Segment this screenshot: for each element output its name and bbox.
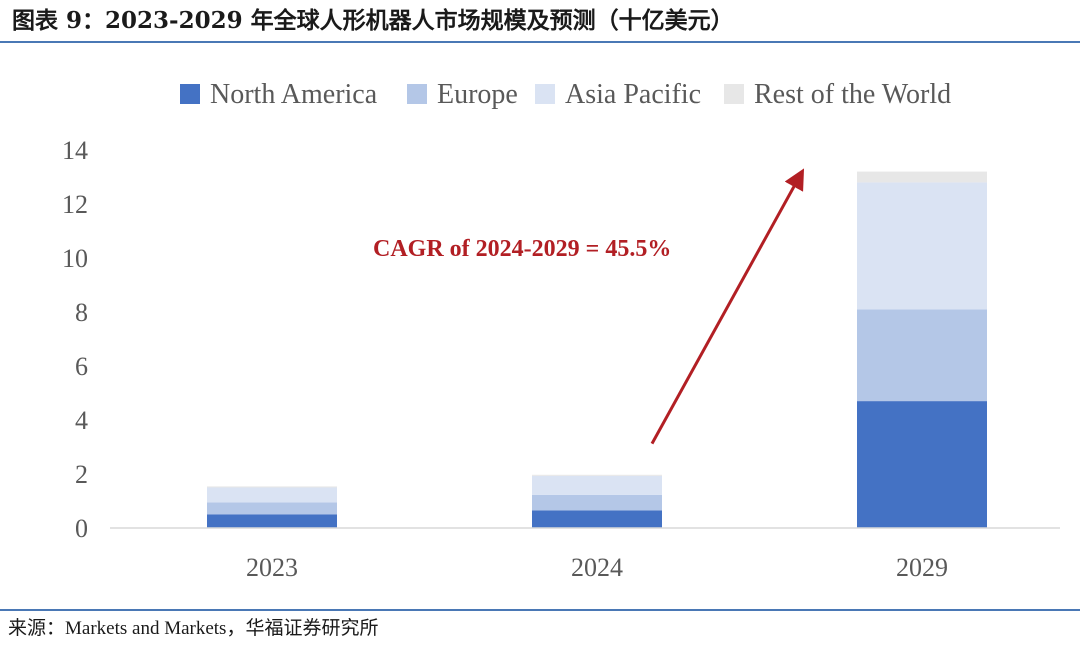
legend-swatch <box>724 84 744 104</box>
legend-label: Europe <box>437 79 518 110</box>
y-tick-label: 14 <box>62 136 88 165</box>
title-divider <box>0 41 1080 43</box>
x-tick-label: 2023 <box>246 553 298 582</box>
legend-swatch <box>407 84 427 104</box>
x-tick-label: 2029 <box>896 553 948 582</box>
legend-label: North America <box>210 79 378 110</box>
y-tick-label: 8 <box>75 298 88 327</box>
cagr-arrow <box>650 168 805 445</box>
legend-label: Asia Pacific <box>565 79 701 110</box>
legend-swatch <box>180 84 200 104</box>
bar-segment <box>207 502 337 515</box>
y-tick-label: 12 <box>62 190 88 219</box>
y-tick-label: 0 <box>75 514 88 543</box>
source-divider <box>0 609 1080 611</box>
bar-segment <box>532 474 662 476</box>
bar-segment <box>207 514 337 528</box>
y-tick-label: 6 <box>75 352 88 381</box>
bar-segment <box>532 510 662 528</box>
bar-segment <box>532 475 662 495</box>
bar-segment <box>857 182 987 310</box>
legend-label: Rest of the World <box>754 79 951 110</box>
y-tick-label: 4 <box>75 406 88 435</box>
bar-segment <box>857 401 987 528</box>
bar-segment <box>207 487 337 503</box>
bar-segment <box>532 494 662 511</box>
x-tick-label: 2024 <box>571 553 623 582</box>
figure-title: 图表 9：2023-2029 年全球人形机器人市场规模及预测（十亿美元） <box>12 7 734 34</box>
y-tick-label: 2 <box>75 460 88 489</box>
legend-swatch <box>535 84 555 104</box>
cagr-annotation: CAGR of 2024-2029 = 45.5% <box>373 236 671 262</box>
bar-segment <box>857 309 987 402</box>
y-tick-label: 10 <box>62 244 88 273</box>
source-note: 来源：Markets and Markets，华福证券研究所 <box>8 618 379 639</box>
bar-segment <box>207 486 337 488</box>
bar-segment <box>857 171 987 183</box>
